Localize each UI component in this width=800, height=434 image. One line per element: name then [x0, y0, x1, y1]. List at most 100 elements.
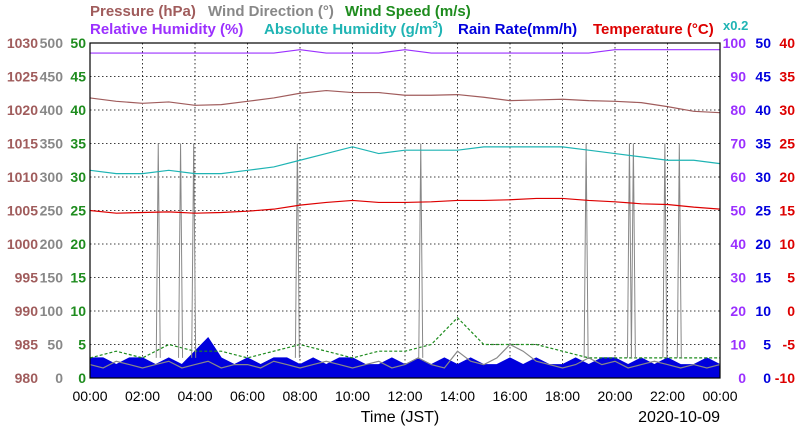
x-tick-label: 00:00 [72, 388, 107, 404]
wind-speed-tick: 25 [70, 203, 86, 219]
temperature-tick: 40 [779, 35, 795, 51]
humidity-tick: 90 [730, 69, 746, 85]
wind-direction-spike [418, 143, 424, 358]
x-axis-label: Time (JST) [361, 409, 440, 426]
pressure-tick: 995 [15, 270, 39, 286]
plot-frame [89, 42, 721, 379]
wind-direction-tick: 200 [40, 236, 64, 252]
series-pressure [89, 89, 721, 114]
humidity-tick: 10 [730, 337, 746, 353]
wind-direction-tick: 400 [40, 102, 64, 118]
date-label: 2020-10-09 [638, 409, 720, 426]
wind-direction-tick: 50 [47, 337, 63, 353]
wind-direction-tick: 450 [40, 69, 64, 85]
x-tick-label: 00:00 [702, 388, 737, 404]
x-tick-label: 08:00 [282, 388, 317, 404]
series-absolute-humidity [89, 146, 721, 175]
pressure-tick: 1020 [7, 102, 38, 118]
temperature-tick: 30 [779, 102, 795, 118]
pressure-tick: 980 [15, 370, 39, 386]
pressure-tick: 985 [15, 337, 39, 353]
rain-rate-tick: 10 [755, 303, 771, 319]
humidity-tick: 30 [730, 270, 746, 286]
temperature-tick: 5 [787, 270, 795, 286]
wind-direction-tick: 0 [55, 370, 63, 386]
temperature-tick: 15 [779, 203, 795, 219]
series-relative-humidity [90, 49, 720, 54]
rain-rate-tick: 35 [755, 136, 771, 152]
rain-rate-tick: 40 [755, 102, 771, 118]
legend-pressure: Pressure (hPa) [90, 3, 196, 20]
rain-rate-tick: 30 [755, 169, 771, 185]
wind-direction-spike [294, 143, 300, 358]
wind-speed-tick: 10 [70, 303, 86, 319]
wind-direction-tick: 150 [40, 270, 64, 286]
humidity-tick: 40 [730, 236, 746, 252]
wind-direction-spike [583, 143, 589, 358]
pressure-tick: 1015 [7, 136, 38, 152]
x-tick-labels: 00:00 02:00 04:00 06:00 08:00 10:00 12:00 14:00… [72, 388, 737, 404]
wind-direction-tick: 350 [40, 136, 64, 152]
humidity-tick: 20 [730, 303, 746, 319]
rain-rate-tick: 50 [755, 35, 771, 51]
x-tick-label: 18:00 [545, 388, 580, 404]
pressure-tick: 1030 [7, 35, 38, 51]
legend-absolute-humidity: Absolute Humidity (g/m3) [264, 20, 443, 38]
wind-direction-spike [155, 143, 161, 358]
humidity-tick: 50 [730, 203, 746, 219]
wind-direction-spike [630, 143, 636, 358]
temperature-tick: -10 [775, 370, 795, 386]
wind-speed-tick: 40 [70, 102, 86, 118]
rain-rate-tick: 20 [755, 236, 771, 252]
humidity-tick: 0 [738, 370, 746, 386]
y-tick-labels: 9809859909951000100510101015102010251030… [7, 35, 795, 386]
wind-direction-tick: 300 [40, 169, 64, 185]
wind-speed-tick: 45 [70, 69, 86, 85]
x-tick-label: 20:00 [597, 388, 632, 404]
temperature-tick: 25 [779, 136, 795, 152]
wind-direction-spike [626, 143, 632, 358]
wind-direction-spike [662, 143, 668, 358]
humidity-tick: 80 [730, 102, 746, 118]
pressure-tick: 1005 [7, 203, 38, 219]
rain-rate-tick: 25 [755, 203, 771, 219]
wind-speed-tick: 20 [70, 236, 86, 252]
x-tick-label: 02:00 [125, 388, 160, 404]
legend-factor: x0.2 [723, 18, 748, 33]
wind-direction-tick: 500 [40, 35, 64, 51]
series-temperature [89, 197, 721, 214]
wind-speed-tick: 35 [70, 136, 86, 152]
series-layer [89, 49, 721, 379]
x-tick-label: 12:00 [387, 388, 422, 404]
temperature-tick: 0 [787, 303, 795, 319]
x-tick-label: 16:00 [492, 388, 527, 404]
legend-relative-humidity: Relative Humidity (%) [90, 21, 243, 38]
x-tick-label: 06:00 [230, 388, 265, 404]
wind-direction-tick: 100 [40, 303, 64, 319]
legend: Pressure (hPa) Wind Direction (°) Wind S… [90, 3, 748, 38]
legend-wind-speed: Wind Speed (m/s) [345, 3, 471, 20]
x-tick-label: 04:00 [177, 388, 212, 404]
temperature-tick: 20 [779, 169, 795, 185]
wind-speed-tick: 0 [78, 370, 86, 386]
grid [90, 43, 720, 378]
legend-rain-rate: Rain Rate(mm/h) [458, 21, 577, 38]
wind-speed-tick: 50 [70, 35, 86, 51]
pressure-tick: 1025 [7, 69, 38, 85]
wind-direction-spike [676, 143, 682, 358]
legend-temperature: Temperature (°C) [593, 21, 714, 38]
wind-speed-tick: 30 [70, 169, 86, 185]
pressure-tick: 1010 [7, 169, 38, 185]
wind-direction-tick: 250 [40, 203, 64, 219]
rain-rate-tick: 0 [763, 370, 771, 386]
series-wind-speed [89, 316, 720, 359]
wind-direction-spike [178, 143, 184, 358]
x-tick-label: 22:00 [650, 388, 685, 404]
x-tick-label: 14:00 [440, 388, 475, 404]
temperature-tick: -5 [783, 337, 796, 353]
rain-rate-tick: 15 [755, 270, 771, 286]
temperature-tick: 35 [779, 69, 795, 85]
wind-speed-tick: 5 [78, 337, 86, 353]
pressure-tick: 990 [15, 303, 39, 319]
